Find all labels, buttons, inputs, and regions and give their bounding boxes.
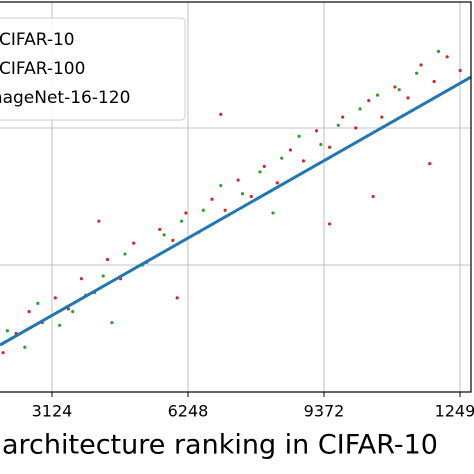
point [327,222,332,226]
point [371,194,375,199]
point [419,63,423,67]
point [171,238,175,242]
point [406,96,410,100]
x-tick-label: 6248 [168,402,209,421]
point [184,211,188,215]
point [179,219,184,223]
point [79,277,84,281]
point [288,148,293,152]
point [336,123,340,127]
legend-label: CIFAR-100 [0,59,85,79]
point [436,49,441,53]
point [271,211,275,215]
point [358,107,362,111]
point [458,68,462,73]
point [367,99,371,103]
point [105,257,110,262]
x-tick-label: 12496 [435,402,474,421]
points [1,49,462,355]
point [132,241,136,245]
point [445,55,449,59]
plot-frame [0,1,472,393]
point [258,170,262,174]
point [327,145,332,149]
point [341,115,345,119]
point [110,320,114,325]
x-tick-label: 9372 [304,402,345,421]
legend-box [0,17,186,121]
point [428,162,432,166]
point [123,252,127,256]
point [319,142,323,147]
point [210,197,214,201]
point [275,181,279,185]
point [162,233,166,237]
point [301,159,306,163]
point [71,309,75,314]
point [354,126,358,130]
point [36,301,40,305]
point [236,178,240,182]
diagonal-line [0,75,472,347]
point [1,351,5,355]
x-axis-label: architecture ranking in CIFAR-10 [2,430,438,461]
legend: CIFAR-10 CIFAR-100 ImageNet-16-120 [0,17,186,121]
point [5,329,10,333]
point [223,208,227,212]
point [219,183,223,188]
point [158,227,162,231]
point [97,219,101,223]
point [201,208,205,212]
point [249,194,253,199]
point [53,296,57,300]
point [58,323,62,327]
point [375,93,380,97]
point [101,274,105,278]
point [314,129,319,133]
point [219,112,223,116]
point [297,134,301,138]
point [175,296,179,300]
legend-label: CIFAR-10 [0,30,75,50]
point [380,115,384,119]
point [393,85,397,89]
point [262,164,266,168]
point [397,88,401,92]
point [27,309,31,314]
point [280,156,284,160]
x-tick-label: 3124 [32,402,73,421]
point [415,71,419,75]
point [23,345,27,349]
point [240,192,245,196]
point [432,79,436,84]
legend-label: ImageNet-16-120 [0,88,130,108]
